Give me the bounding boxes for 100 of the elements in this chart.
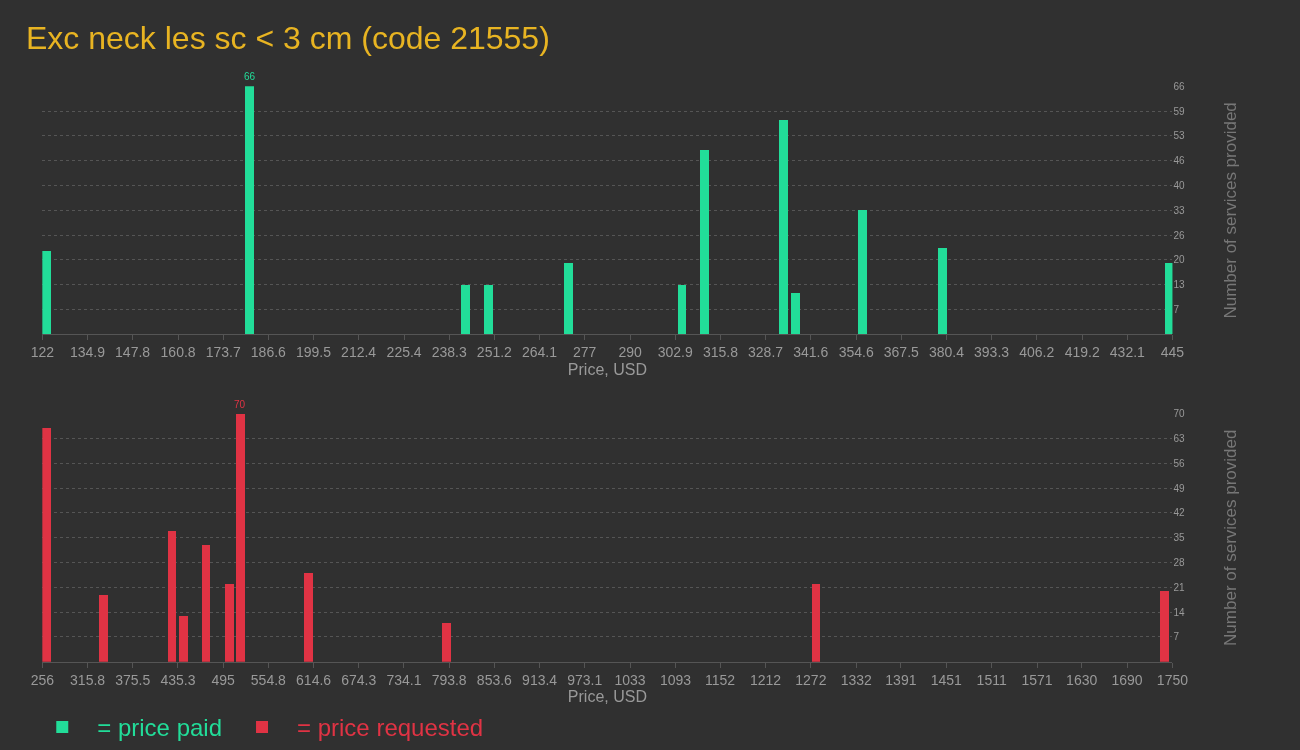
- y-tick-label: 21: [1173, 581, 1186, 593]
- y-tick-label: 56: [1173, 457, 1186, 469]
- x-tick-label: 375.5: [115, 671, 151, 688]
- x-tick-label: 199.5: [295, 344, 332, 361]
- x-axis-title: Price, USD: [567, 360, 647, 378]
- x-tick-label: 238.3: [431, 344, 467, 361]
- bar: [858, 210, 868, 335]
- bar: [700, 150, 710, 335]
- bar: [812, 583, 821, 662]
- x-tick-label: 354.6: [838, 344, 874, 361]
- x-tick-label: 1451: [930, 671, 963, 688]
- x-tick-label: 1093: [659, 671, 692, 688]
- x-tick-label: 302.9: [657, 344, 693, 361]
- annotation: 66: [244, 71, 256, 82]
- x-tick-label: 315.8: [70, 671, 106, 688]
- x-tick-label: 445: [1160, 344, 1185, 361]
- x-tick-label: 1332: [840, 671, 873, 688]
- x-tick-label: 315.8: [702, 344, 739, 361]
- y-tick-label: 7: [1173, 631, 1180, 643]
- legend-label: = price paid: [97, 714, 223, 742]
- x-tick-label: 432.1: [1109, 344, 1146, 361]
- y-tick-label: 33: [1173, 204, 1186, 216]
- bar: [1160, 590, 1170, 662]
- x-tick-label: 393.3: [974, 344, 1010, 361]
- x-tick-label: 341.6: [793, 344, 829, 361]
- y-tick-label: 59: [1173, 105, 1186, 117]
- bar: [564, 263, 574, 335]
- y-tick-label: 7: [1173, 304, 1180, 316]
- annotation: 70: [234, 399, 246, 410]
- y-tick-label: 26: [1173, 229, 1186, 241]
- x-tick-label: 122: [30, 344, 55, 361]
- y-tick-label: 35: [1173, 532, 1186, 544]
- x-tick-label: 251.2: [476, 344, 513, 361]
- x-tick-label: 793.8: [431, 671, 467, 688]
- x-tick-label: 277: [572, 344, 597, 361]
- x-tick-label: 134.9: [69, 344, 106, 361]
- bar: [236, 413, 246, 662]
- bar: [202, 544, 211, 662]
- bar: [442, 622, 452, 662]
- y-tick-label: 40: [1173, 180, 1186, 192]
- y-axis-title: Number of services provided: [1221, 429, 1241, 646]
- x-tick-label: 147.8: [115, 344, 151, 361]
- y-tick-label: 46: [1173, 155, 1186, 167]
- y-tick-label: 53: [1173, 130, 1186, 142]
- x-tick-label: 674.3: [341, 671, 377, 688]
- bar: [938, 248, 948, 335]
- x-tick-label: 173.7: [205, 344, 241, 361]
- x-tick-label: 1033: [614, 671, 646, 688]
- bar: [168, 530, 177, 662]
- x-tick-label: 554.8: [250, 671, 287, 688]
- x-tick-label: 495: [211, 671, 236, 688]
- x-tick-label: 1511: [976, 671, 1007, 688]
- chart-title: Exc neck les sc < 3 cm (code 21555): [26, 20, 550, 56]
- bar: [461, 285, 471, 335]
- x-tick-label: 913.4: [522, 671, 558, 688]
- x-tick-label: 1630: [1066, 671, 1098, 688]
- bar: [245, 86, 255, 335]
- y-tick-label: 20: [1173, 254, 1186, 266]
- bar: [225, 583, 235, 662]
- x-tick-label: 1571: [1021, 671, 1053, 688]
- bar: [99, 594, 109, 662]
- x-tick-label: 367.5: [883, 344, 920, 361]
- y-tick-label: 70: [1173, 408, 1186, 420]
- bar: [484, 285, 494, 335]
- bar: [304, 572, 314, 662]
- x-tick-label: 1272: [795, 671, 827, 688]
- x-tick-label: 160.8: [160, 344, 196, 361]
- x-tick-label: 1391: [885, 671, 917, 688]
- bar: [1165, 263, 1173, 335]
- x-tick-label: 1750: [1156, 671, 1189, 688]
- x-tick-label: 328.7: [748, 344, 784, 361]
- y-tick-label: 49: [1173, 482, 1186, 494]
- x-tick-label: 225.4: [386, 344, 422, 361]
- x-tick-label: 435.3: [160, 671, 196, 688]
- x-tick-label: 380.4: [928, 344, 965, 361]
- x-tick-label: 734.1: [386, 671, 422, 688]
- x-tick-label: 1212: [749, 671, 782, 688]
- x-tick-label: 264.1: [521, 344, 558, 361]
- x-tick-label: 614.6: [296, 671, 332, 688]
- y-tick-label: 13: [1173, 279, 1186, 291]
- y-axis-title: Number of services provided: [1221, 102, 1241, 319]
- bar: [779, 120, 789, 335]
- legend-label: = price requested: [297, 714, 484, 742]
- x-tick-label: 212.4: [341, 344, 377, 361]
- x-tick-label: 973.1: [567, 671, 603, 688]
- x-tick-label: 1152: [705, 671, 736, 688]
- y-tick-label: 28: [1173, 557, 1186, 569]
- x-tick-label: 290: [618, 344, 643, 361]
- bar: [678, 285, 687, 335]
- x-tick-label: 853.6: [476, 671, 513, 688]
- bar: [179, 615, 189, 662]
- y-tick-label: 63: [1173, 433, 1186, 445]
- x-axis-title: Price, USD: [567, 688, 647, 706]
- x-tick-label: 186.6: [250, 344, 287, 361]
- y-tick-label: 14: [1173, 606, 1186, 618]
- y-tick-label: 66: [1173, 80, 1186, 92]
- y-tick-label: 42: [1173, 507, 1186, 519]
- x-tick-label: 256: [30, 671, 55, 688]
- x-tick-label: 419.2: [1064, 344, 1100, 361]
- bar: [791, 293, 801, 335]
